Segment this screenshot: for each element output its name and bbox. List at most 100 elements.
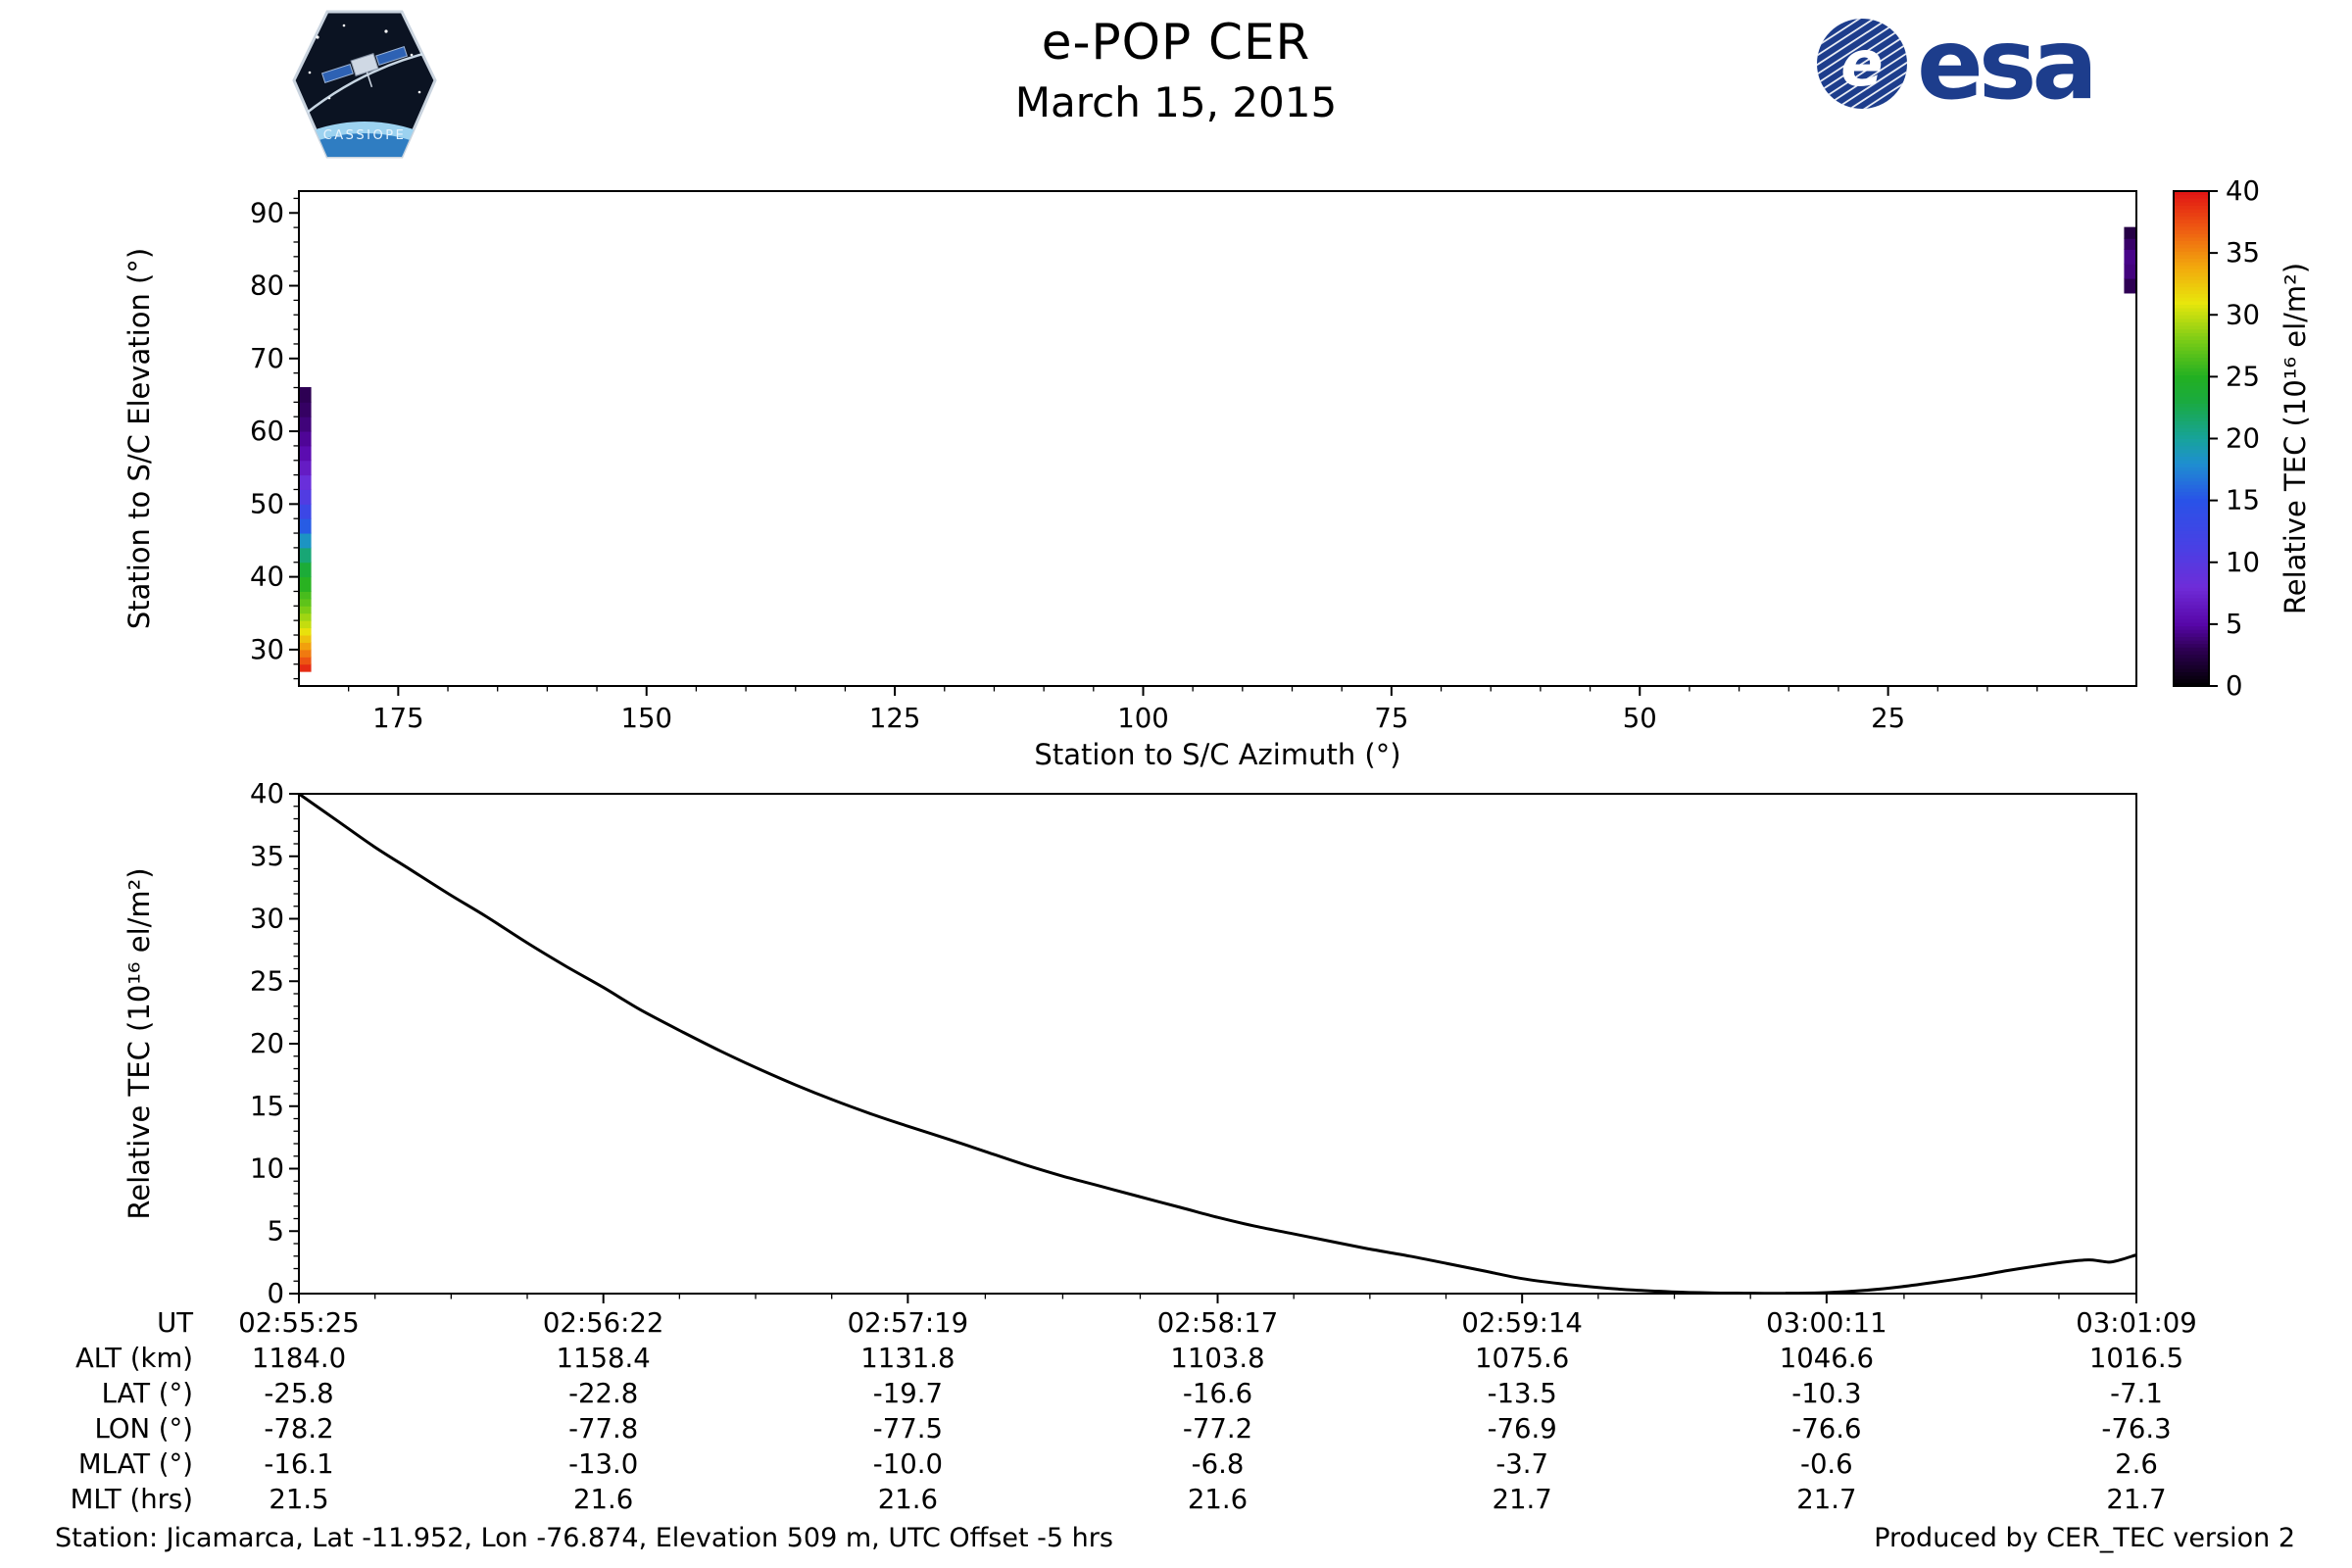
- track-segment: [299, 445, 312, 462]
- colorbar-tick-label: 30: [2226, 299, 2260, 330]
- table-cell: -10.3: [1791, 1378, 1862, 1409]
- y-tick-label: 60: [250, 416, 284, 447]
- colorbar-tick-label: 25: [2226, 361, 2260, 392]
- track-segment: [299, 401, 312, 417]
- track-segment: [2124, 237, 2136, 250]
- table-cell: 02:56:22: [542, 1307, 664, 1339]
- track-segment: [299, 641, 312, 651]
- track-segment: [299, 547, 312, 564]
- table-cell: -7.1: [2110, 1378, 2163, 1409]
- table-cell: -76.6: [1791, 1413, 1862, 1445]
- produced-by: Produced by CER_TEC version 2: [1874, 1523, 2295, 1553]
- track-segment: [299, 634, 312, 643]
- track-segment: [299, 532, 312, 549]
- table-row: MLAT (°) -16.1 -13.0 -10.0 -6.8 -3.7 -0.6 2.6: [0, 1446, 2352, 1482]
- track-segment: [2124, 248, 2136, 265]
- satellite-tracks: [299, 226, 2136, 672]
- esa-logo: e esa: [1817, 12, 2098, 116]
- table-cell: -77.2: [1182, 1413, 1253, 1445]
- table-cell: -16.6: [1182, 1378, 1253, 1409]
- ephemeris-table: UT 02:55:25 02:56:22 02:57:19 02:58:17 02:59:…: [0, 1305, 2352, 1517]
- table-cell: 21.7: [1796, 1484, 1857, 1515]
- track-segment: [299, 663, 312, 672]
- y-tick-label: 40: [250, 778, 284, 809]
- table-cell: 1016.5: [2088, 1343, 2184, 1374]
- colorbar-label: Relative TEC (10¹⁶ el/m²): [2278, 263, 2312, 614]
- page-date: March 15, 2015: [1014, 78, 1338, 126]
- y-axis-label: Station to S/C Elevation (°): [122, 248, 156, 629]
- table-cell: 1131.8: [860, 1343, 956, 1374]
- y-tick-label: 90: [250, 197, 284, 228]
- table-cell: 03:01:09: [2076, 1307, 2197, 1339]
- y-tick-label: 25: [250, 965, 284, 997]
- track-segment: [299, 627, 312, 636]
- table-cell: 03:00:11: [1766, 1307, 1887, 1339]
- track-segment: [299, 503, 312, 519]
- cassiope-mission-patch: CASSIOPE: [292, 10, 437, 159]
- table-cell: 2.6: [2115, 1448, 2158, 1480]
- esa-e-glyph: e: [1840, 28, 1883, 101]
- x-tick-label: 25: [1871, 703, 1905, 734]
- table-cell: 21.7: [2106, 1484, 2167, 1515]
- table-cell: 21.6: [1187, 1484, 1249, 1515]
- esa-wordmark: esa: [1917, 12, 2093, 116]
- track-segment: [299, 488, 312, 505]
- table-row-label: MLAT (°): [77, 1448, 193, 1480]
- colorbar-tick-label: 5: [2226, 609, 2243, 640]
- table-cell: -77.8: [568, 1413, 639, 1445]
- x-tick-label: 75: [1374, 703, 1408, 734]
- track-segment: [299, 576, 312, 592]
- table-row: MLT (hrs) 21.5 21.6 21.6 21.6 21.7 21.7 21.7: [0, 1482, 2352, 1517]
- y-tick-label: 30: [250, 904, 284, 935]
- y-tick-label: 15: [250, 1091, 284, 1122]
- table-row-label: ALT (km): [74, 1343, 193, 1374]
- table-cell: 1158.4: [556, 1343, 651, 1374]
- table-row: LON (°) -78.2 -77.8 -77.5 -77.2 -76.9 -76.6 -76…: [0, 1411, 2352, 1446]
- x-tick-label: 150: [620, 703, 672, 734]
- y-tick-label: 0: [268, 1278, 285, 1309]
- y-tick-label: 80: [250, 270, 284, 302]
- track-segment: [299, 649, 312, 658]
- table-cell: 21.6: [573, 1484, 634, 1515]
- track-segment: [299, 474, 312, 490]
- table-cell: -78.2: [264, 1413, 334, 1445]
- table-cell: -19.7: [872, 1378, 943, 1409]
- y-tick-label: 50: [250, 488, 284, 519]
- y-tick-label: 30: [250, 634, 284, 665]
- table-row: ALT (km) 1184.0 1158.4 1131.8 1103.8 1075.6 10…: [0, 1341, 2352, 1376]
- table-cell: -13.0: [568, 1448, 639, 1480]
- table-cell: -25.8: [264, 1378, 334, 1409]
- tec-curve: [299, 794, 2136, 1294]
- colorbar-tick-label: 35: [2226, 237, 2260, 269]
- y-tick-label: 40: [250, 562, 284, 593]
- orbit-swoosh-icon: [295, 49, 435, 122]
- table-cell: 21.7: [1492, 1484, 1552, 1515]
- table-row-label: LAT (°): [101, 1378, 193, 1409]
- table-cell: -6.8: [1191, 1448, 1245, 1480]
- table-cell: -13.5: [1487, 1378, 1557, 1409]
- x-tick-label: 100: [1117, 703, 1169, 734]
- y-tick-label: 35: [250, 841, 284, 872]
- table-cell: -77.5: [872, 1413, 943, 1445]
- colorbar: 0 5 10 15 20 25 30 35 40 Relative TEC (10¹⁶ el/m²…: [2173, 175, 2312, 702]
- x-tick-label: 175: [372, 703, 424, 734]
- table-cell: 02:55:25: [238, 1307, 360, 1339]
- table-cell: -16.1: [264, 1448, 334, 1480]
- track-segment: [299, 430, 312, 447]
- esa-disc-stripes: [1817, 19, 1907, 109]
- track-segment: [299, 460, 312, 476]
- y-tick-label: 70: [250, 343, 284, 374]
- y-tick-label: 5: [268, 1215, 285, 1247]
- table-cell: 21.6: [877, 1484, 938, 1515]
- table-row-label: MLT (hrs): [70, 1484, 193, 1515]
- track-segment: [2124, 277, 2136, 294]
- table-cell: -76.3: [2101, 1413, 2172, 1445]
- colorbar-tick-label: 15: [2226, 485, 2260, 516]
- table-cell: 1103.8: [1170, 1343, 1265, 1374]
- x-tick-label: 50: [1623, 703, 1657, 734]
- track-segment: [2124, 226, 2136, 239]
- page-title: e-POP CER: [1041, 14, 1311, 71]
- table-cell: -10.0: [872, 1448, 943, 1480]
